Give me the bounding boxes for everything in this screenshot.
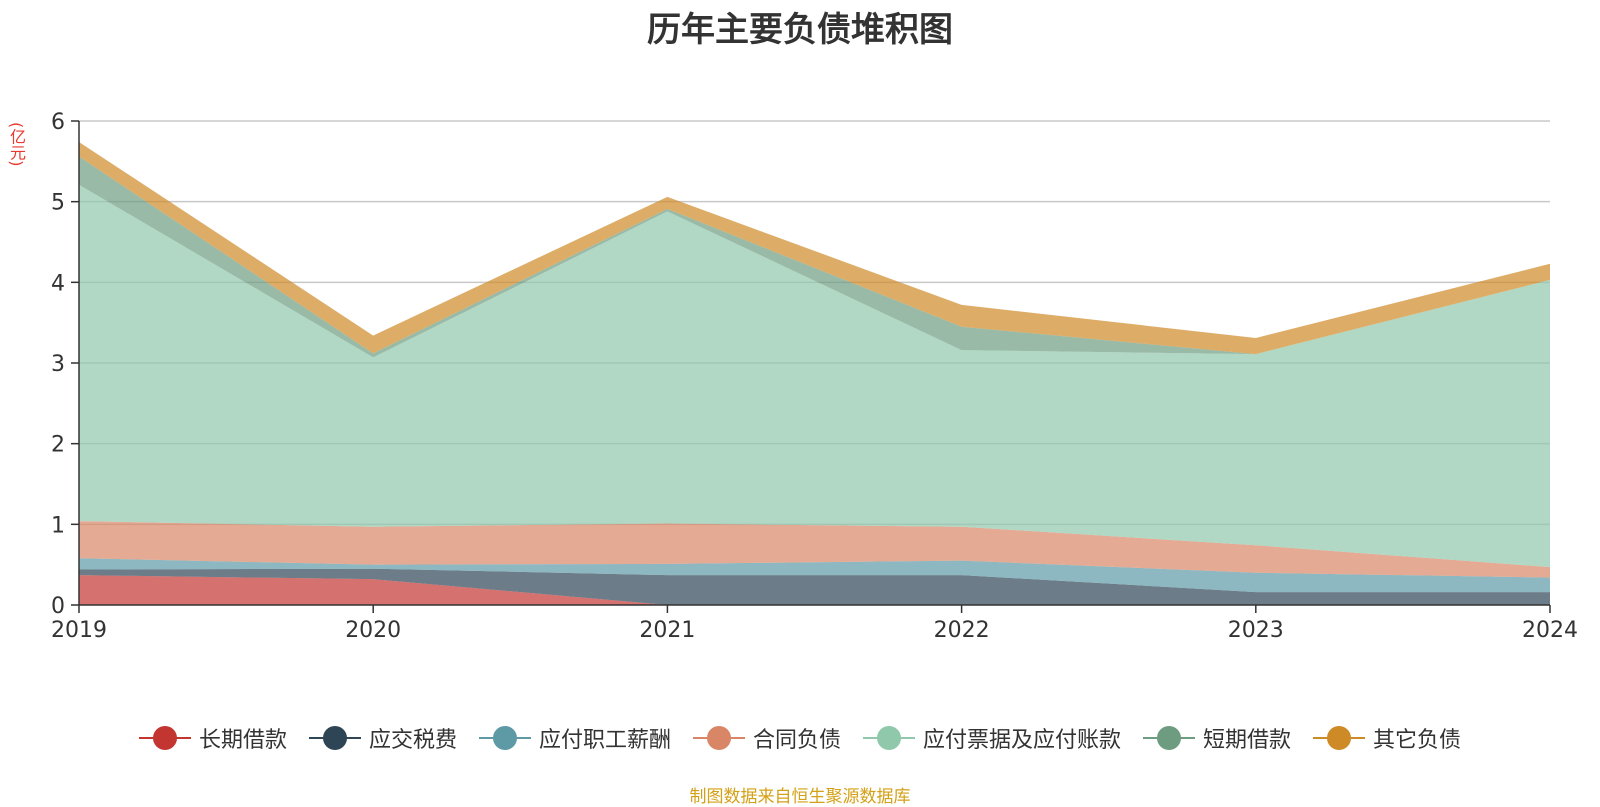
legend-marker-icon	[138, 725, 191, 751]
x-tick-label: 2020	[345, 618, 401, 643]
axes: 0 1 2 3 4 5 6 2019 2020 2021 2022 2023 2024	[51, 110, 1578, 643]
area-应付票据及应付账款	[79, 184, 1550, 568]
legend-item[interactable]: 合同负债	[692, 722, 841, 754]
y-axis-unit: (亿元)	[7, 122, 26, 167]
area-长期借款	[79, 575, 1550, 605]
source-note: 制图数据来自恒生聚源数据库	[689, 787, 911, 807]
stacked-area-chart: 0 1 2 3 4 5 6 2019 2020 2021 2022 2023 2024	[51, 110, 1578, 643]
legend-label: 合同负债	[752, 728, 841, 753]
legend-marker-icon	[478, 725, 531, 751]
x-tick-label: 2023	[1228, 618, 1284, 643]
legend-label: 短期借款	[1203, 728, 1292, 753]
legend-marker-icon	[308, 725, 361, 751]
legend-label: 应付票据及应付账款	[923, 728, 1122, 753]
y-tick-label: 1	[51, 513, 65, 538]
stacked-areas	[79, 141, 1550, 605]
legend-item[interactable]: 长期借款	[138, 722, 287, 754]
x-tick-label: 2019	[51, 618, 107, 643]
y-tick-label: 4	[51, 271, 65, 296]
legend-item[interactable]: 短期借款	[1143, 722, 1291, 754]
legend-label: 应交税费	[368, 728, 457, 753]
legend-marker-icon	[1313, 725, 1366, 751]
area-应付职工薪酬	[79, 558, 1550, 593]
legend-marker-icon	[863, 725, 915, 751]
legend-label: 其它负债	[1373, 728, 1462, 753]
y-tick-label: 6	[51, 110, 65, 135]
x-tick-label: 2021	[639, 618, 695, 643]
chart-title: 历年主要负债堆积图	[647, 10, 953, 50]
x-tick-label: 2022	[934, 618, 990, 643]
legend-item[interactable]: 其它负债	[1313, 722, 1461, 754]
legend-label: 长期借款	[198, 728, 287, 753]
y-tick-label: 0	[51, 594, 65, 619]
area-应交税费	[79, 568, 1550, 605]
area-其它负债	[79, 141, 1550, 355]
y-tick-label: 3	[51, 352, 65, 377]
legend-item[interactable]: 应交税费	[308, 722, 457, 754]
y-tick-label: 2	[51, 433, 65, 458]
area-合同负债	[79, 521, 1550, 578]
legend-item[interactable]: 应付职工薪酬	[478, 722, 671, 754]
legend-label: 应付职工薪酬	[538, 728, 671, 753]
legend-marker-icon	[692, 725, 745, 751]
legend-marker-icon	[1143, 725, 1196, 751]
x-tick-label: 2024	[1522, 618, 1578, 643]
legend: 长期借款 应交税费 应付职工薪酬 合同负债 应付票据及应付账款 短期借款 其它负债	[0, 720, 1600, 756]
legend-item[interactable]: 应付票据及应付账款	[863, 722, 1121, 754]
y-tick-label: 5	[51, 191, 65, 216]
